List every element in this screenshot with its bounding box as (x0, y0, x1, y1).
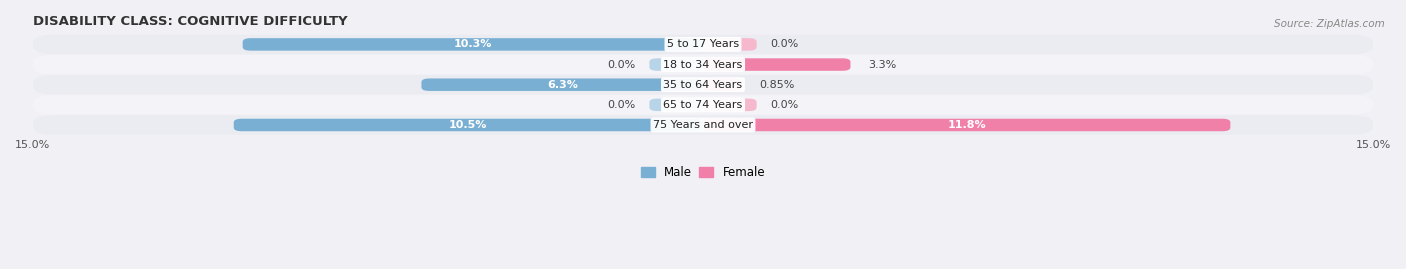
FancyBboxPatch shape (703, 58, 851, 71)
FancyBboxPatch shape (32, 35, 1374, 54)
FancyBboxPatch shape (422, 79, 703, 91)
FancyBboxPatch shape (703, 79, 741, 91)
Text: 0.0%: 0.0% (770, 100, 799, 110)
FancyBboxPatch shape (233, 119, 703, 131)
Text: 3.3%: 3.3% (869, 59, 897, 70)
Text: Source: ZipAtlas.com: Source: ZipAtlas.com (1274, 19, 1385, 29)
Text: 18 to 34 Years: 18 to 34 Years (664, 59, 742, 70)
Text: 35 to 64 Years: 35 to 64 Years (664, 80, 742, 90)
Text: 10.3%: 10.3% (454, 40, 492, 49)
Text: 10.5%: 10.5% (449, 120, 488, 130)
FancyBboxPatch shape (32, 115, 1374, 135)
Text: 0.0%: 0.0% (607, 59, 636, 70)
Legend: Male, Female: Male, Female (636, 161, 770, 183)
Text: 11.8%: 11.8% (948, 120, 986, 130)
Text: 0.0%: 0.0% (770, 40, 799, 49)
Text: 5 to 17 Years: 5 to 17 Years (666, 40, 740, 49)
Text: 75 Years and over: 75 Years and over (652, 120, 754, 130)
FancyBboxPatch shape (32, 55, 1374, 74)
Text: 6.3%: 6.3% (547, 80, 578, 90)
Text: 65 to 74 Years: 65 to 74 Years (664, 100, 742, 110)
FancyBboxPatch shape (32, 95, 1374, 115)
FancyBboxPatch shape (243, 38, 703, 51)
FancyBboxPatch shape (703, 119, 1230, 131)
FancyBboxPatch shape (650, 99, 703, 111)
Text: 0.85%: 0.85% (759, 80, 794, 90)
FancyBboxPatch shape (703, 99, 756, 111)
FancyBboxPatch shape (703, 38, 756, 51)
Text: DISABILITY CLASS: COGNITIVE DIFFICULTY: DISABILITY CLASS: COGNITIVE DIFFICULTY (32, 15, 347, 28)
Text: 0.0%: 0.0% (607, 100, 636, 110)
FancyBboxPatch shape (650, 58, 703, 71)
FancyBboxPatch shape (32, 75, 1374, 94)
